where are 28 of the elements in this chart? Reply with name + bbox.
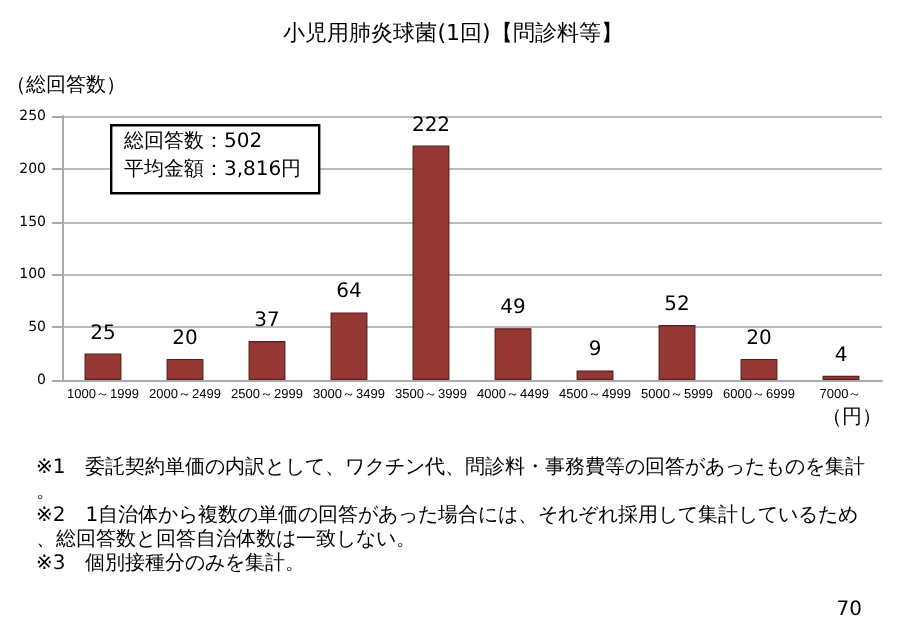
text: ※3 個別接種分のみを集計。 xyxy=(36,551,306,575)
data-label: 49 xyxy=(500,297,526,320)
bar xyxy=(576,370,614,380)
text: ※2 1自治体から複数の単価の回答があった場合には、それぞれ採用して集計しているため、総回答数と回答自治体数は一致しない。 xyxy=(36,503,859,551)
bar xyxy=(248,340,286,380)
bar xyxy=(494,328,532,380)
data-label: 37 xyxy=(254,309,280,332)
data-label: 20 xyxy=(172,327,198,350)
bar xyxy=(412,145,450,380)
data-label: 9 xyxy=(588,339,602,362)
text: ※1 委託契約単価の内訳として、ワクチン代、問診料・事務費等の回答があったものを集計。 xyxy=(36,455,866,503)
data-label: 20 xyxy=(746,327,772,350)
data-label: 64 xyxy=(336,281,362,304)
text: 70 xyxy=(836,599,863,621)
chart-title: 小児用肺炎球菌(1回)【問診料等】 xyxy=(283,20,623,46)
data-label: 222 xyxy=(411,114,451,137)
bar xyxy=(740,358,778,380)
y-axis-title: （総回答数） xyxy=(6,73,126,97)
bar xyxy=(166,358,204,380)
data-label: 25 xyxy=(90,322,116,345)
annotation: 総回答数：502 xyxy=(122,129,263,153)
data-label: 52 xyxy=(664,294,690,317)
bar xyxy=(330,312,368,380)
bar xyxy=(84,353,122,380)
bar xyxy=(658,325,696,380)
x-axis-title: （円） xyxy=(822,407,882,429)
annotation: 平均金額：3,816円 xyxy=(124,157,302,181)
data-label: 4 xyxy=(834,344,848,367)
